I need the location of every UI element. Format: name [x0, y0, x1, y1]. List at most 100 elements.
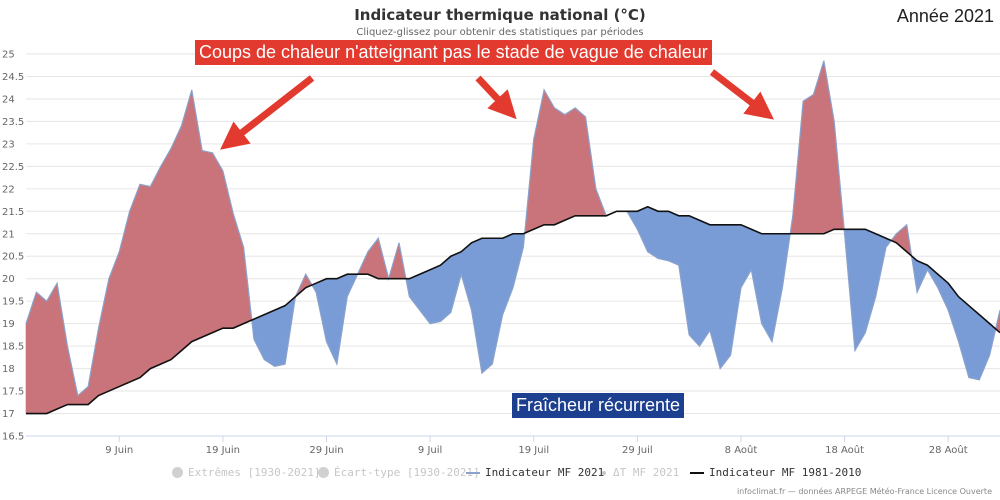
y-tick-label: 20.5 [2, 252, 24, 263]
difference-area-segment [56, 283, 68, 410]
x-tick-label: 9 Juin [105, 445, 133, 456]
difference-area-segment [201, 150, 213, 338]
legend-label-stddev: Écart-type [1930-2021] [334, 466, 480, 479]
legend-label-delta: ΔT MF 2021 [613, 466, 680, 479]
difference-area-segment [637, 206, 649, 252]
arrow-1 [220, 75, 315, 150]
difference-area-segment [46, 282, 58, 414]
legend-label-extremes: Extrêmes [1930-2021] [188, 466, 321, 479]
difference-area-segment [160, 147, 172, 365]
difference-area-segment [978, 314, 990, 380]
y-tick-label: 21 [2, 229, 15, 240]
credits[interactable]: infoclimat.fr — données ARPEGE Météo-Fra… [736, 487, 992, 496]
difference-area-segment [730, 224, 742, 356]
difference-area-segment [543, 88, 555, 226]
y-tick-label: 17.5 [2, 387, 24, 398]
difference-area-segment [274, 305, 286, 367]
y-tick-label: 23 [2, 139, 15, 150]
year-label: Année 2021 [896, 6, 994, 26]
difference-area-segment [98, 278, 110, 397]
difference-area-segment [719, 224, 731, 370]
y-tick-label: 21.5 [2, 207, 24, 218]
arrow-3 [709, 69, 774, 120]
difference-area-segment [688, 215, 700, 347]
difference-area-segment [460, 242, 472, 311]
difference-area-segment [802, 93, 814, 235]
difference-area-segment [139, 183, 151, 379]
difference-area-segment [647, 206, 659, 260]
difference-area-segment [212, 151, 224, 334]
legend-item-normal[interactable]: Indicateur MF 1981-2010 [690, 466, 861, 479]
difference-area-segment [77, 385, 89, 405]
difference-area-segment [554, 107, 566, 226]
y-tick-label: 24 [2, 94, 15, 105]
difference-area-segment [118, 211, 130, 388]
y-tick-label: 25 [2, 50, 15, 61]
legend-line-icon [690, 471, 704, 474]
difference-area-segment [771, 233, 783, 342]
legend-item-stddev[interactable]: Écart-type [1930-2021] [318, 466, 480, 479]
x-tick-label: 19 Juil [518, 445, 549, 456]
x-tick-label: 8 Août [725, 444, 758, 456]
difference-area-segment [129, 184, 141, 383]
difference-area-segment [253, 314, 265, 360]
y-tick-label: 22 [2, 184, 15, 195]
y-tick-label: 16.5 [2, 432, 24, 443]
y-tick-label: 24.5 [2, 72, 24, 83]
x-tick-label: 18 Août [825, 444, 864, 456]
difference-area-segment [564, 107, 576, 221]
difference-area-segment [326, 278, 338, 365]
difference-area-segment [968, 305, 980, 381]
difference-area-segment [533, 89, 545, 230]
legend-dot-icon [172, 467, 183, 478]
series-line-mf2021[interactable] [25, 60, 1000, 397]
y-tick-label: 19.5 [2, 297, 24, 308]
y-tick-label: 20 [2, 274, 15, 285]
difference-area-segment [709, 224, 721, 369]
annotation-arrows [220, 69, 774, 150]
difference-area-segment [864, 228, 876, 333]
series-line-normal[interactable] [26, 205, 1000, 415]
cool-callout: Fraîcheur récurrente [512, 393, 685, 418]
chart-title: Indicateur thermique national (°C) [354, 6, 646, 24]
legend-dot-icon [602, 470, 606, 475]
difference-area-segment [813, 60, 825, 235]
difference-area-segment [481, 237, 493, 374]
x-tick-label: 28 Août [929, 444, 968, 456]
difference-area-segment [36, 291, 48, 414]
difference-area-segment [25, 292, 37, 414]
difference-area-segment [170, 125, 182, 361]
legend-line-icon [466, 471, 480, 474]
difference-area-segment [699, 219, 711, 348]
difference-area-segment [409, 273, 421, 312]
y-tick-label: 19 [2, 319, 15, 330]
y-tick-label: 22.5 [2, 162, 24, 173]
legend-item-mf2021[interactable]: Indicateur MF 2021 [466, 466, 604, 479]
difference-area-segment [823, 60, 835, 235]
difference-area-segment [471, 237, 483, 374]
y-tick-label: 23.5 [2, 117, 24, 128]
difference-area-segment [947, 282, 959, 342]
difference-area-segment [264, 309, 275, 367]
arrow-2 [475, 75, 517, 120]
x-tick-label: 9 Juil [418, 445, 442, 456]
difference-area-segment [657, 210, 669, 262]
y-tick-label: 17 [2, 409, 15, 420]
difference-area-segment [429, 264, 441, 325]
difference-area-segment [440, 255, 452, 323]
difference-area-segment [150, 166, 161, 370]
legend-item-extremes[interactable]: Extrêmes [1930-2021] [172, 466, 320, 479]
x-tick-label: 29 Juin [309, 445, 343, 456]
legend-item-delta[interactable]: ΔT MF 2021 [602, 466, 679, 479]
x-tick-label: 29 Juil [622, 445, 653, 456]
y-tick-label: 18 [2, 364, 15, 375]
series-lines [25, 60, 1000, 415]
difference-area-segment [574, 107, 586, 217]
y-axis-ticks: 16.5 17 17.5 18 18.5 19 19.5 20 20.5 21 21.5 22 22.5… [2, 50, 24, 443]
difference-area-segment [181, 89, 193, 352]
difference-area-segment [958, 296, 970, 378]
chart-subtitle: Cliquez-glissez pour obtenir des statist… [356, 27, 644, 38]
difference-area-segment [191, 89, 203, 343]
legend-label-normal: Indicateur MF 1981-2010 [709, 466, 862, 479]
